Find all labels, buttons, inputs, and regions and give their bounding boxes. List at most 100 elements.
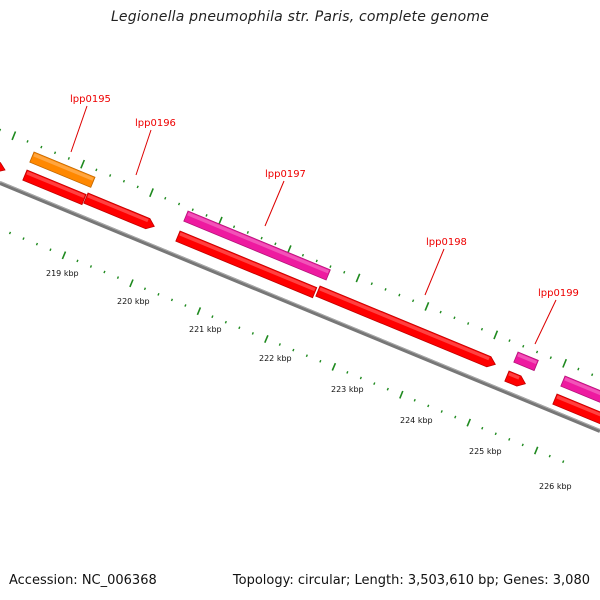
feature-lpp0195[interactable] bbox=[29, 151, 96, 188]
outer-tick bbox=[95, 168, 98, 172]
outer-tick bbox=[577, 367, 580, 371]
inner-tick bbox=[103, 270, 106, 274]
leader-lpp0198 bbox=[424, 248, 445, 296]
outer-tick bbox=[0, 128, 2, 132]
feature-cds-b-highlight bbox=[179, 232, 316, 292]
inner-tick bbox=[157, 292, 160, 296]
outer-tick bbox=[535, 350, 539, 354]
inner-tick bbox=[264, 334, 269, 344]
inner-tick bbox=[35, 242, 39, 246]
inner-tick bbox=[278, 343, 281, 346]
leader-lpp0195 bbox=[70, 105, 88, 153]
outer-tick bbox=[26, 140, 29, 143]
inner-tick bbox=[508, 437, 511, 441]
page-title: Legionella pneumophila str. Paris, compl… bbox=[110, 9, 490, 25]
outer-tick bbox=[493, 330, 499, 340]
feature-right-pink-body bbox=[560, 375, 600, 410]
gene-label-lpp0196[interactable]: lpp0196 bbox=[135, 118, 176, 129]
outer-tick bbox=[453, 316, 456, 320]
feature-lpp0196-body bbox=[83, 192, 155, 230]
feature-lpp0198-body bbox=[315, 285, 496, 368]
feature-right-red[interactable] bbox=[552, 393, 600, 428]
feature-cds-b[interactable] bbox=[175, 230, 318, 299]
inner-tick bbox=[331, 362, 337, 371]
scale-label-225: 225 kbp bbox=[469, 447, 502, 456]
inner-tick bbox=[196, 307, 202, 316]
feature-cds-a[interactable] bbox=[22, 169, 87, 206]
accession-label: Accession: NC_006368 bbox=[9, 573, 157, 588]
feature-lpp0196-highlight bbox=[87, 194, 149, 223]
gene-label-lpp0198[interactable]: lpp0198 bbox=[426, 237, 467, 248]
inner-tick bbox=[466, 418, 472, 427]
leader-lpp0196 bbox=[135, 129, 152, 176]
feature-right-red-body bbox=[552, 393, 600, 428]
feature-left-edge-body bbox=[0, 159, 6, 173]
outer-tick bbox=[315, 259, 318, 263]
outer-tick bbox=[246, 231, 249, 234]
feature-lpp0197-highlight bbox=[187, 212, 330, 274]
feature-lpp0196[interactable] bbox=[83, 192, 157, 231]
genome-backbone bbox=[0, 181, 600, 433]
gene-label-lpp0199[interactable]: lpp0199 bbox=[538, 288, 579, 299]
outer-tick bbox=[411, 299, 415, 303]
feature-lpp0198-highlight bbox=[319, 287, 490, 361]
outer-tick bbox=[164, 196, 167, 200]
inner-tick bbox=[399, 390, 404, 399]
scale-label-223: 223 kbp bbox=[331, 385, 364, 394]
inner-tick bbox=[49, 248, 52, 252]
inner-tick bbox=[346, 371, 349, 374]
inner-tick bbox=[76, 259, 79, 263]
feature-small-red-body bbox=[504, 370, 526, 387]
leader-lpp0199 bbox=[534, 299, 557, 345]
inner-tick bbox=[533, 446, 539, 455]
feature-right-red-highlight bbox=[556, 395, 600, 421]
outer-tick bbox=[149, 188, 154, 198]
feature-small-red-highlight bbox=[508, 372, 520, 380]
outer-tick bbox=[67, 157, 70, 160]
inner-tick bbox=[427, 404, 430, 408]
feature-right-pink[interactable] bbox=[560, 375, 600, 410]
gene-label-lpp0197[interactable]: lpp0197 bbox=[265, 169, 306, 180]
feature-cds-a-body bbox=[22, 169, 87, 206]
feature-lpp0199-body bbox=[513, 351, 539, 372]
feature-cds-b-body bbox=[175, 230, 318, 299]
feature-small-red[interactable] bbox=[504, 370, 528, 389]
feature-cds-a-highlight bbox=[26, 171, 85, 199]
inner-tick bbox=[129, 279, 134, 288]
outer-tick bbox=[260, 236, 263, 240]
inner-tick bbox=[454, 415, 457, 419]
feature-lpp0199[interactable] bbox=[513, 351, 539, 372]
feature-right-pink-highlight bbox=[564, 377, 600, 403]
outer-tick bbox=[370, 282, 373, 286]
outer-tick bbox=[424, 301, 430, 311]
inner-tick bbox=[292, 348, 295, 352]
inner-tick bbox=[143, 287, 147, 291]
outer-tick bbox=[329, 265, 332, 268]
inner-tick bbox=[89, 265, 93, 268]
feature-left-edge[interactable] bbox=[0, 159, 7, 175]
feature-lpp0197[interactable] bbox=[183, 210, 331, 281]
outer-tick bbox=[439, 310, 442, 314]
scale-label-220: 220 kbp bbox=[117, 297, 150, 306]
outer-tick bbox=[549, 356, 552, 360]
gene-label-lpp0195[interactable]: lpp0195 bbox=[70, 94, 111, 105]
outer-tick bbox=[191, 208, 194, 212]
outer-tick bbox=[384, 288, 387, 291]
inner-tick bbox=[8, 231, 12, 235]
outer-tick bbox=[467, 322, 470, 325]
outer-tick bbox=[40, 145, 43, 149]
inner-tick bbox=[305, 354, 308, 358]
outer-tick bbox=[274, 242, 277, 246]
gene-features bbox=[0, 151, 600, 428]
scale-label-219: 219 kbp bbox=[46, 269, 79, 278]
outer-tick bbox=[343, 270, 346, 274]
outer-tick bbox=[562, 358, 568, 368]
inner-tick bbox=[184, 304, 187, 307]
feature-lpp0195-body bbox=[29, 151, 96, 188]
inner-tick bbox=[521, 443, 524, 447]
feature-lpp0198[interactable] bbox=[315, 285, 498, 370]
outer-tick bbox=[232, 225, 236, 229]
outer-tick bbox=[508, 339, 511, 342]
inner-tick-ring bbox=[8, 231, 565, 464]
